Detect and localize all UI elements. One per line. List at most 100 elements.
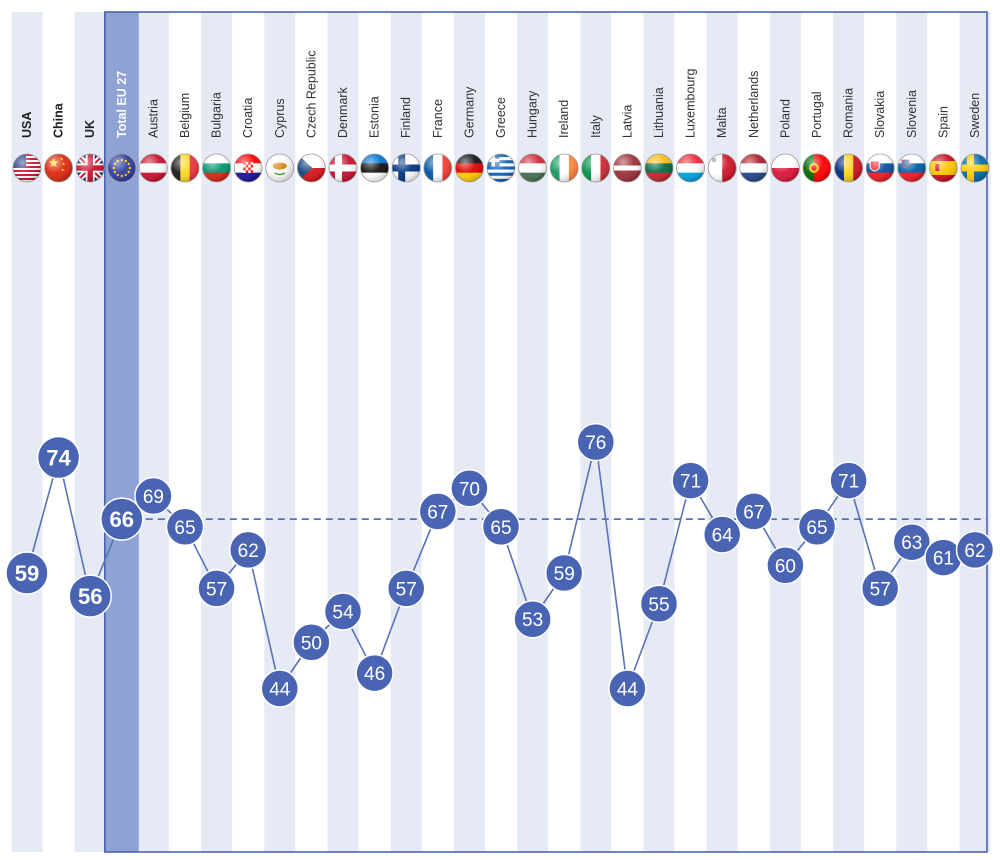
stripe-slovenia bbox=[896, 12, 928, 852]
bulgaria-flag-icon bbox=[202, 153, 232, 183]
lithuania-flag-icon bbox=[644, 153, 674, 183]
category-label-uk: UK bbox=[83, 120, 97, 138]
marker-usa bbox=[5, 551, 49, 595]
value-label-croatia: 62 bbox=[238, 541, 259, 562]
category-label-hungary: Hungary bbox=[526, 90, 540, 138]
stripe-hungary bbox=[517, 12, 549, 852]
uk-flag-icon bbox=[75, 153, 105, 183]
value-label-poland: 60 bbox=[775, 556, 796, 577]
category-label-slovenia: Slovenia bbox=[905, 90, 919, 138]
category-label-cyprus: Cyprus bbox=[273, 98, 287, 138]
marker-malta bbox=[702, 515, 742, 554]
category-label-finland: Finland bbox=[399, 97, 413, 138]
stripe-bulgaria bbox=[201, 12, 233, 852]
marker-italy bbox=[576, 422, 616, 462]
stripe-denmark bbox=[327, 12, 359, 852]
category-label-total-eu-27: Total EU 27 bbox=[115, 71, 129, 138]
cyprus-flag-icon bbox=[265, 153, 295, 183]
value-label-uk: 56 bbox=[78, 584, 102, 609]
value-label-czech-republic: 50 bbox=[301, 633, 322, 654]
croatia-flag-icon bbox=[233, 153, 263, 183]
marker-uk bbox=[68, 574, 112, 618]
stripe-poland bbox=[769, 12, 801, 852]
category-label-denmark: Denmark bbox=[336, 87, 350, 138]
marker-slovakia bbox=[860, 569, 900, 608]
malta-flag-icon bbox=[707, 153, 737, 183]
value-label-cyprus: 44 bbox=[269, 680, 291, 701]
value-label-total-eu-27: 66 bbox=[110, 507, 134, 532]
value-label-malta: 64 bbox=[712, 526, 734, 547]
latvia-flag-icon bbox=[613, 153, 642, 183]
value-label-austria: 69 bbox=[143, 487, 164, 508]
finland-flag-icon bbox=[391, 153, 421, 183]
category-label-france: France bbox=[431, 99, 445, 138]
value-label-romania: 71 bbox=[838, 472, 859, 493]
marker-estonia bbox=[355, 653, 394, 693]
category-label-germany: Germany bbox=[462, 86, 476, 138]
value-label-france: 67 bbox=[427, 502, 448, 523]
category-label-malta: Malta bbox=[715, 107, 729, 138]
hungary-flag-icon bbox=[518, 153, 547, 183]
value-label-bulgaria: 57 bbox=[206, 579, 227, 600]
czech-flag-icon bbox=[296, 153, 326, 183]
stripe-cyprus bbox=[264, 12, 296, 852]
poland-flag-icon bbox=[771, 153, 800, 183]
marker-czech-republic bbox=[292, 623, 331, 662]
marker-romania bbox=[829, 461, 868, 500]
value-label-china: 74 bbox=[46, 446, 71, 471]
italy-flag-icon bbox=[581, 153, 611, 183]
marker-austria bbox=[134, 476, 173, 516]
france-flag-icon bbox=[423, 153, 453, 183]
marker-belgium bbox=[165, 507, 205, 547]
marker-germany bbox=[450, 469, 489, 508]
marker-total-eu-27 bbox=[100, 497, 144, 541]
slovakia-flag-icon bbox=[865, 153, 895, 183]
marker-sweden bbox=[955, 530, 995, 570]
greece-flag-icon bbox=[486, 153, 516, 183]
portugal-flag-icon bbox=[802, 153, 832, 183]
value-label-sweden: 62 bbox=[964, 541, 985, 562]
stripe-malta bbox=[706, 12, 738, 852]
netherlands-flag-icon bbox=[739, 153, 769, 183]
marker-denmark bbox=[323, 592, 363, 631]
romania-flag-icon bbox=[834, 153, 863, 183]
category-label-italy: Italy bbox=[589, 114, 603, 138]
category-label-netherlands: Netherlands bbox=[747, 71, 761, 138]
austria-flag-icon bbox=[138, 153, 168, 183]
eu-frame bbox=[104, 11, 988, 853]
column-stripes bbox=[11, 11, 991, 853]
eu-flag-icon bbox=[107, 153, 137, 183]
category-label-romania: Romania bbox=[842, 88, 856, 138]
value-label-germany: 70 bbox=[459, 479, 480, 500]
marker-finland bbox=[386, 569, 426, 608]
value-label-netherlands: 67 bbox=[743, 502, 764, 523]
category-label-greece: Greece bbox=[494, 97, 508, 138]
spain-flag-icon bbox=[929, 153, 958, 183]
markers-group: 59 74 56 66 69 65 57 62 44 50 54 46 57 67 70 65 53 59 76 44… bbox=[5, 422, 995, 708]
category-label-sweden: Sweden bbox=[968, 93, 982, 138]
value-label-italy: 76 bbox=[585, 433, 606, 454]
category-label-poland: Poland bbox=[778, 99, 792, 138]
category-label-portugal: Portugal bbox=[810, 91, 824, 138]
value-label-lithuania: 55 bbox=[648, 595, 669, 616]
sweden-flag-icon bbox=[960, 153, 990, 183]
category-label-lithuania: Lithuania bbox=[652, 87, 666, 138]
value-label-portugal: 65 bbox=[806, 518, 827, 539]
denmark-flag-icon bbox=[328, 153, 358, 183]
value-label-greece: 65 bbox=[490, 518, 511, 539]
category-label-estonia: Estonia bbox=[368, 96, 382, 138]
stripe-austria bbox=[137, 12, 169, 852]
marker-slovenia bbox=[892, 522, 932, 562]
category-labels: USA China UK Total EU 27 Austria Belgium Bulga… bbox=[20, 50, 982, 138]
stripe-lithuania bbox=[643, 12, 675, 852]
marker-bulgaria bbox=[197, 569, 236, 608]
value-label-estonia: 46 bbox=[364, 664, 385, 685]
value-label-spain: 61 bbox=[933, 549, 954, 570]
category-label-austria: Austria bbox=[146, 99, 160, 138]
marker-france bbox=[418, 492, 458, 531]
category-label-belgium: Belgium bbox=[178, 93, 192, 138]
stripe-sweden bbox=[959, 12, 991, 852]
marker-portugal bbox=[797, 507, 837, 547]
value-label-slovenia: 63 bbox=[901, 533, 922, 554]
